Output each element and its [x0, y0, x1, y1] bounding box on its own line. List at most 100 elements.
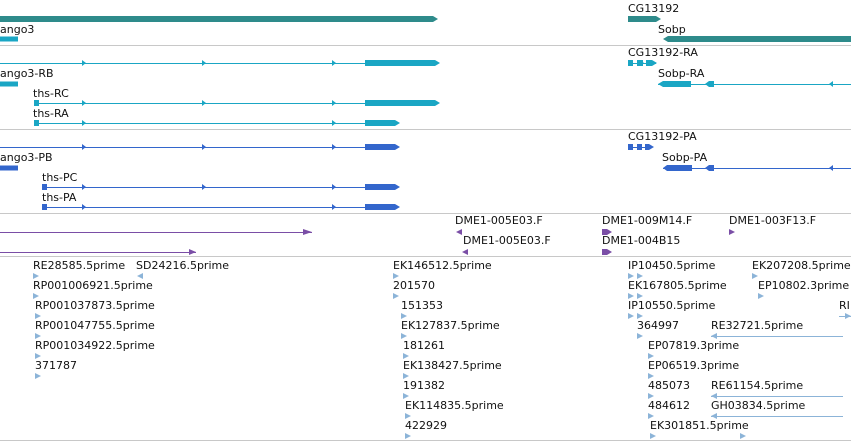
est-marker-47[interactable] — [33, 293, 39, 299]
est-label-ek114835[interactable]: EK114835.5prime — [405, 399, 504, 412]
est-marker-52[interactable] — [393, 273, 399, 279]
gene-label-tango3[interactable]: ango3 — [0, 23, 35, 36]
probe-label-dme1-005e03-f-a[interactable]: DME1-005E03.F — [455, 214, 543, 227]
est-label-ek146512[interactable]: EK146512.5prime — [393, 259, 492, 272]
feature-block-37[interactable] — [637, 144, 642, 150]
est-label-rp001037873[interactable]: RP001037873.5prime — [35, 299, 155, 312]
feature-block-38[interactable] — [645, 144, 649, 150]
est-label-ek127837[interactable]: EK127837.5prime — [401, 319, 500, 332]
feature-block-17[interactable] — [646, 60, 652, 66]
cds-sobp-pa[interactable] — [663, 165, 692, 171]
est-marker-73[interactable] — [752, 273, 758, 279]
est-label-gh03834[interactable]: GH03834.5prime — [711, 399, 806, 412]
gene-bar-tango3[interactable] — [0, 16, 433, 22]
est-marker-54[interactable] — [401, 313, 407, 319]
est-label-sd24216[interactable]: SD24216.5prime — [136, 259, 229, 272]
probe-marker-009m14[interactable] — [602, 229, 607, 235]
exon-sobp-ra[interactable] — [658, 81, 691, 87]
est-marker-51[interactable] — [35, 373, 41, 379]
est-marker-58[interactable] — [403, 393, 409, 399]
est-label-rp001034922[interactable]: RP001034922.5prime — [35, 339, 155, 352]
exon-tango3-rb-stub[interactable] — [0, 81, 18, 87]
est-marker-77[interactable] — [711, 393, 717, 399]
est-marker-66[interactable] — [637, 313, 643, 319]
gene-bar-sobp[interactable] — [663, 36, 851, 42]
protein-label-sobp-pa[interactable]: Sobp-PA — [662, 151, 708, 164]
protein-label-cg13192-pa[interactable]: CG13192-PA — [628, 130, 697, 143]
probe-marker-003f13[interactable] — [729, 229, 735, 235]
est-label-re28585[interactable]: RE28585.5prime — [33, 259, 126, 272]
exon-ths-ra[interactable] — [365, 120, 395, 126]
probe-end-b[interactable] — [189, 249, 196, 255]
est-marker-60[interactable] — [405, 433, 411, 439]
est-marker-78[interactable] — [711, 413, 717, 419]
probe-label-dme1-005e03-f-b[interactable]: DME1-005E03.F — [463, 234, 551, 247]
cds-tango3-pb-stub[interactable] — [0, 165, 18, 171]
gene-label-sobp[interactable]: Sobp — [658, 23, 686, 36]
est-marker-79[interactable] — [845, 313, 851, 319]
probe-marker-005e03-b[interactable] — [462, 249, 468, 255]
feature-block-21[interactable] — [709, 81, 714, 87]
protein-label-tango3-pb[interactable]: ango3-PB — [0, 151, 53, 164]
probe-end-a[interactable] — [303, 229, 312, 235]
est-marker-70[interactable] — [648, 393, 654, 399]
est-marker-45[interactable] — [33, 273, 39, 279]
est-marker-50[interactable] — [35, 353, 41, 359]
feature-block-15[interactable] — [628, 60, 633, 66]
feature-block-6[interactable] — [34, 100, 39, 106]
transcript-label-ths-ra[interactable]: ths-RA — [33, 107, 69, 120]
est-marker-65[interactable] — [628, 313, 634, 319]
est-marker-61[interactable] — [628, 273, 634, 279]
gene-bar-tango3-stub[interactable] — [0, 36, 18, 42]
probe-label-dme1-004b15[interactable]: DME1-004B15 — [602, 234, 681, 247]
cds-ths-pc[interactable] — [365, 184, 395, 190]
cds-ths-pa[interactable] — [365, 204, 395, 210]
est-label-re32721[interactable]: RE32721.5prime — [711, 319, 804, 332]
est-marker-57[interactable] — [403, 373, 409, 379]
transcript-label-cg13192-ra[interactable]: CG13192-RA — [628, 46, 698, 59]
protein-label-ths-pc[interactable]: ths-PC — [42, 171, 78, 184]
transcript-label-ths-rc[interactable]: ths-RC — [33, 87, 69, 100]
probe-marker-004b15[interactable] — [602, 249, 607, 255]
exon-tango3-rb[interactable] — [365, 60, 435, 66]
est-label-364997[interactable]: 364997 — [637, 319, 679, 332]
est-label-422929[interactable]: 422929 — [405, 419, 447, 432]
feature-block-27[interactable] — [42, 184, 47, 190]
probe-marker-005e03-a[interactable] — [456, 229, 462, 235]
exon-ths-rc[interactable] — [365, 100, 435, 106]
protein-label-ths-pa[interactable]: ths-PA — [42, 191, 77, 204]
est-marker-59[interactable] — [405, 413, 411, 419]
est-marker-62[interactable] — [637, 273, 643, 279]
est-marker-49[interactable] — [35, 333, 41, 339]
feature-block-32[interactable] — [42, 204, 47, 210]
probe-label-dme1-003f13-f[interactable]: DME1-003F13.F — [729, 214, 817, 227]
est-label-191382[interactable]: 191382 — [403, 379, 445, 392]
feature-block-36[interactable] — [628, 144, 633, 150]
est-label-ip10450[interactable]: IP10450.5prime — [628, 259, 716, 272]
est-label-485073[interactable]: 485073 — [648, 379, 690, 392]
est-marker-64[interactable] — [637, 293, 643, 299]
feature-block-11[interactable] — [34, 120, 39, 126]
est-marker-76[interactable] — [711, 333, 717, 339]
est-marker-72[interactable] — [650, 433, 656, 439]
gene-bar-cg13192[interactable] — [628, 16, 656, 22]
gene-label-cg13192[interactable]: CG13192 — [628, 2, 680, 15]
est-marker-74[interactable] — [758, 293, 764, 299]
est-marker-67[interactable] — [637, 333, 643, 339]
est-label-edge-right[interactable]: RI — [839, 299, 850, 312]
transcript-label-tango3-rb[interactable]: ango3-RB — [0, 67, 54, 80]
est-label-ek207208[interactable]: EK207208.5prime — [752, 259, 851, 272]
transcript-label-sobp-ra[interactable]: Sobp-RA — [658, 67, 705, 80]
est-label-ep06519[interactable]: EP06519.3prime — [648, 359, 740, 372]
est-marker-75[interactable] — [740, 433, 746, 439]
est-label-ek167805[interactable]: EK167805.5prime — [628, 279, 727, 292]
est-marker-71[interactable] — [648, 413, 654, 419]
feature-block-41[interactable] — [709, 165, 714, 171]
est-label-ep10802[interactable]: EP10802.3prime — [758, 279, 850, 292]
est-label-484612[interactable]: 484612 — [648, 399, 690, 412]
est-label-201570[interactable]: 201570 — [393, 279, 435, 292]
est-marker-63[interactable] — [628, 293, 634, 299]
est-label-ek301851[interactable]: EK301851.5prime — [650, 419, 749, 432]
est-marker-56[interactable] — [403, 353, 409, 359]
probe-label-dme1-009m14-f[interactable]: DME1-009M14.F — [602, 214, 693, 227]
